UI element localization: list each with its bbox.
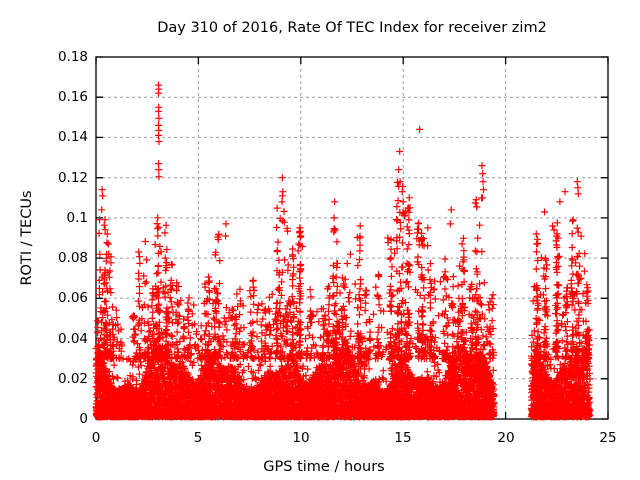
y-tick-label: 0.08	[57, 250, 88, 266]
y-tick-label: 0	[79, 411, 88, 427]
x-tick-label: 0	[91, 430, 101, 446]
x-tick-label: 10	[292, 430, 310, 446]
plot-border	[95, 56, 609, 420]
y-tick-label: 0.18	[57, 49, 88, 65]
chart-title: Day 310 of 2016, Rate Of TEC Index for r…	[157, 20, 547, 36]
y-tick-label: 0.16	[57, 89, 88, 105]
x-tick-label: 25	[599, 430, 617, 446]
x-tick-label: 20	[497, 430, 515, 446]
x-axis-label: GPS time / hours	[263, 459, 385, 475]
y-tick-label: 0.06	[57, 290, 88, 306]
y-tick-label: 0.02	[57, 371, 88, 387]
x-tick-label: 5	[193, 430, 203, 446]
y-tick-label: 0.14	[57, 129, 88, 145]
y-tick-label: 0.04	[57, 331, 88, 347]
x-tick-label: 15	[394, 430, 412, 446]
y-tick-label: 0.12	[57, 170, 88, 186]
y-tick-label: 0.1	[66, 210, 88, 226]
scatter-series	[92, 81, 594, 421]
